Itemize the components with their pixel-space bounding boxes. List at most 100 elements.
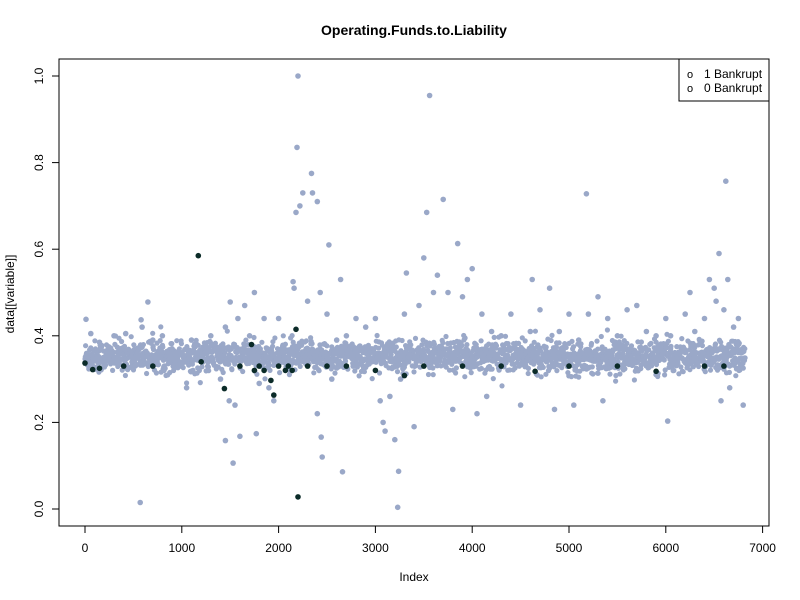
band-point [680,369,686,375]
band-point [199,364,205,370]
point-0-bankrupt [454,240,461,247]
band-point [251,334,257,341]
point-0-bankrupt [483,393,490,400]
band-point [133,363,139,369]
band-point [649,363,655,369]
band-point [478,365,484,372]
x-tick-label: 1000 [168,541,195,555]
band-point [478,338,484,344]
point-0-bankrupt [308,170,315,177]
point-0-bankrupt [275,315,282,322]
band-point [270,343,276,349]
band-point [562,341,568,347]
y-tick-label: 0.2 [32,414,46,431]
band-point [547,365,553,371]
band-point [553,344,559,350]
point-1-bankrupt [268,377,274,384]
band-point [726,369,733,375]
point-0-bankrupt [692,328,698,335]
band-point [615,359,621,365]
point-0-bankrupt [380,419,386,426]
point-0-bankrupt [397,376,404,382]
band-point [299,342,305,348]
band-point [446,367,453,373]
band-point [103,362,109,368]
point-0-bankrupt [556,328,563,335]
point-0-bankrupt [293,209,299,216]
band-point [297,363,303,369]
point-0-bankrupt [479,311,485,317]
band-point [462,374,468,380]
y-tick-label: 0.4 [32,327,46,344]
band-point [394,369,401,375]
point-0-bankrupt [362,324,369,330]
point-0-bankrupt [726,385,733,391]
point-0-bankrupt [183,385,190,391]
band-point [427,343,433,349]
band-point [277,370,283,376]
point-0-bankrupt [208,333,214,339]
point-0-bankrupt [139,324,145,330]
x-tick-label: 2000 [265,541,292,555]
point-0-bankrupt [329,376,335,382]
point-0-bankrupt [304,298,311,305]
point-0-bankrupt [394,504,401,511]
point-0-bankrupt [222,324,229,330]
band-point [631,377,638,383]
band-point [671,367,677,374]
point-0-bankrupt [372,315,379,322]
band-point [595,370,601,376]
point-0-bankrupt [318,434,325,440]
point-1-bankrupt [271,392,277,398]
band-point [624,340,630,346]
band-point [408,342,414,348]
band-point [140,342,146,348]
band-point [702,369,708,375]
point-0-bankrupt [474,410,480,417]
point-0-bankrupt [251,289,258,296]
band-point [718,339,724,345]
point-1-bankrupt [289,367,296,374]
point-0-bankrupt [319,454,326,460]
point-0-bankrupt [353,315,359,322]
band-point [740,365,746,371]
band-point [736,340,742,346]
point-0-bankrupt [687,289,693,296]
band-point [96,360,102,366]
point-0-bankrupt [735,315,742,322]
point-1-bankrupt [198,359,204,365]
band-point [311,370,317,376]
band-point [222,350,228,356]
band-point [240,368,246,375]
band-point [569,338,575,344]
point-0-bankrupt [551,406,558,413]
band-point [388,352,394,358]
point-0-bankrupt [723,178,729,184]
band-point [393,344,399,350]
band-point [742,346,748,352]
band-point [563,344,569,351]
band-point [369,376,375,382]
point-0-bankrupt [222,437,229,444]
band-point [570,344,577,350]
band-point [489,366,495,372]
point-0-bankrupt [434,272,441,279]
band-point [361,369,367,375]
band-point [286,372,292,378]
point-0-bankrupt [421,255,427,261]
band-point [516,340,522,346]
point-1-bankrupt [221,385,228,392]
band-point [453,365,459,371]
legend-box [678,58,770,102]
point-0-bankrupt [137,499,143,506]
point-0-bankrupt [566,311,572,317]
band-point [272,335,278,341]
point-0-bankrupt [253,430,260,437]
point-1-bankrupt [701,363,708,369]
point-0-bankrupt [179,350,185,356]
y-tick-label: 1.0 [32,67,46,84]
band-point [421,346,427,353]
point-1-bankrupt [237,363,243,369]
band-point [131,342,137,348]
